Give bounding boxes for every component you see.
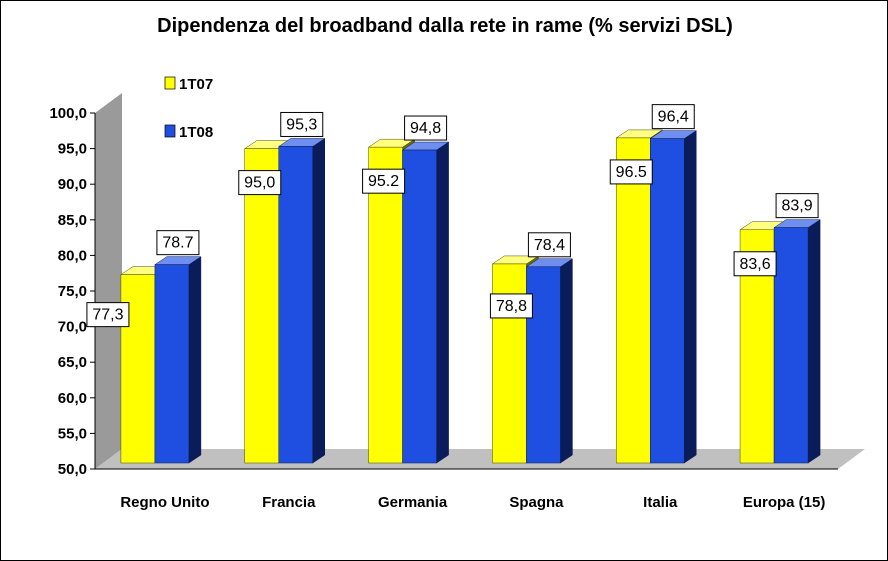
y-tick-label: 95,0 (58, 141, 87, 158)
data-label: 77,3 (92, 307, 123, 324)
bars (120, 129, 821, 464)
bar-side (436, 141, 449, 464)
x-axis: Regno Unito Francia Germania Spagna Italia Eu… (95, 468, 838, 511)
y-tick-label: 65,0 (58, 354, 87, 371)
data-label-box (280, 111, 324, 137)
bar (402, 149, 437, 464)
bar-side (684, 130, 697, 464)
data-label: 96,4 (658, 109, 689, 126)
data-label-box (651, 104, 695, 130)
data-label: 95.2 (368, 173, 399, 190)
legend-label: 1T08 (179, 124, 213, 141)
bar (650, 138, 685, 464)
bar-side (560, 258, 573, 464)
data-label-box (404, 115, 448, 141)
x-category-label: Regno Unito (120, 494, 209, 511)
data-label: 95,0 (244, 175, 275, 192)
bar (278, 146, 313, 464)
y-tick-label: 100,0 (49, 105, 87, 122)
x-category-label: Spagna (509, 494, 564, 511)
bar (244, 148, 279, 464)
data-label-box (362, 168, 406, 194)
legend: 1T07 1T08 (164, 76, 213, 141)
bar (773, 227, 809, 464)
bar-side (807, 219, 821, 464)
bar-side (312, 137, 325, 464)
data-label: 78,4 (534, 237, 565, 254)
data-labels: 77,3 78.7 95,0 95,3 95.2 94,8 78,8 78,4 96.5 96,4… (86, 104, 819, 328)
legend-swatch (164, 76, 176, 90)
bar (368, 146, 403, 464)
legend-label: 1T07 (179, 76, 213, 93)
data-label-box (156, 230, 200, 256)
data-label: 83,6 (740, 256, 771, 273)
data-label: 78.7 (162, 235, 193, 252)
data-label-box (733, 251, 777, 277)
data-label-box (489, 293, 533, 319)
y-tick-label: 85,0 (58, 212, 87, 229)
x-category-label: Francia (262, 494, 316, 511)
data-label: 95,3 (286, 116, 317, 133)
chart-title: Dipendenza del broadband dalla rete in r… (157, 15, 733, 37)
data-label: 83,9 (782, 198, 813, 215)
data-label-box (609, 159, 653, 185)
x-category-label: Germania (378, 494, 448, 511)
data-label: 94,8 (410, 120, 441, 137)
legend-swatch (164, 124, 176, 138)
y-tick-label: 70,0 (58, 319, 87, 336)
data-label: 78,8 (496, 298, 527, 315)
bar-side (188, 256, 202, 464)
x-category-label: Italia (643, 494, 678, 511)
y-axis: 50,0 55,0 60,0 65,0 70,0 75,0 80,0 85,0 90,0 95,0… (49, 105, 96, 478)
y-tick-label: 90,0 (58, 176, 87, 193)
bar (154, 264, 190, 464)
data-label: 96.5 (616, 164, 647, 181)
y-tick-label: 60,0 (58, 390, 87, 407)
y-tick-label: 80,0 (58, 247, 87, 264)
data-label-box (775, 193, 819, 219)
y-tick-label: 55,0 (58, 425, 87, 442)
y-tick-label: 50,0 (58, 461, 87, 478)
data-label-box (86, 302, 130, 328)
data-label-box (527, 232, 571, 258)
data-label-box (238, 170, 282, 196)
y-tick-label: 75,0 (58, 283, 87, 300)
bar (616, 137, 651, 464)
side-wall (95, 93, 122, 469)
x-category-label: Europa (15) (743, 494, 826, 511)
